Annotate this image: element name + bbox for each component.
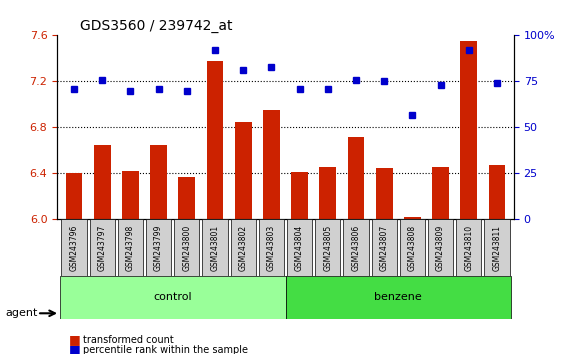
- FancyBboxPatch shape: [146, 219, 171, 276]
- FancyBboxPatch shape: [174, 219, 199, 276]
- Text: GSM243800: GSM243800: [182, 225, 191, 271]
- Text: control: control: [154, 292, 192, 302]
- Text: GSM243802: GSM243802: [239, 225, 248, 271]
- FancyBboxPatch shape: [61, 219, 87, 276]
- FancyBboxPatch shape: [231, 219, 256, 276]
- Bar: [235, 122, 252, 219]
- Bar: [94, 145, 111, 219]
- Text: benzene: benzene: [375, 292, 422, 302]
- Bar: [319, 167, 336, 219]
- FancyBboxPatch shape: [428, 219, 453, 276]
- FancyBboxPatch shape: [60, 276, 286, 319]
- Bar: [150, 145, 167, 219]
- FancyBboxPatch shape: [118, 219, 143, 276]
- Text: agent: agent: [6, 308, 38, 318]
- Bar: [66, 173, 82, 219]
- Text: transformed count: transformed count: [83, 335, 174, 345]
- Text: GSM243803: GSM243803: [267, 225, 276, 271]
- FancyBboxPatch shape: [286, 276, 511, 319]
- FancyBboxPatch shape: [259, 219, 284, 276]
- Text: GSM243810: GSM243810: [464, 225, 473, 271]
- Text: GSM243811: GSM243811: [492, 225, 501, 271]
- Text: GSM243799: GSM243799: [154, 224, 163, 271]
- FancyBboxPatch shape: [484, 219, 510, 276]
- Text: percentile rank within the sample: percentile rank within the sample: [83, 345, 248, 354]
- Text: GSM243806: GSM243806: [352, 225, 360, 271]
- Bar: [291, 172, 308, 219]
- FancyBboxPatch shape: [456, 219, 481, 276]
- Text: GSM243801: GSM243801: [211, 225, 219, 271]
- Text: GSM243809: GSM243809: [436, 225, 445, 271]
- FancyBboxPatch shape: [400, 219, 425, 276]
- Bar: [404, 217, 421, 219]
- Bar: [122, 171, 139, 219]
- FancyBboxPatch shape: [287, 219, 312, 276]
- Text: GSM243797: GSM243797: [98, 224, 107, 271]
- Bar: [207, 61, 223, 219]
- FancyBboxPatch shape: [202, 219, 228, 276]
- Text: GSM243804: GSM243804: [295, 225, 304, 271]
- Bar: [178, 177, 195, 219]
- FancyBboxPatch shape: [343, 219, 369, 276]
- FancyBboxPatch shape: [315, 219, 340, 276]
- Bar: [263, 110, 280, 219]
- FancyBboxPatch shape: [372, 219, 397, 276]
- Text: ■: ■: [69, 333, 81, 346]
- Bar: [348, 137, 364, 219]
- Text: GSM243796: GSM243796: [70, 224, 79, 271]
- Text: GSM243798: GSM243798: [126, 225, 135, 271]
- Bar: [489, 165, 505, 219]
- Text: GSM243807: GSM243807: [380, 225, 389, 271]
- Text: GSM243808: GSM243808: [408, 225, 417, 271]
- Text: GSM243805: GSM243805: [323, 225, 332, 271]
- Text: ■: ■: [69, 343, 81, 354]
- Bar: [432, 167, 449, 219]
- FancyBboxPatch shape: [90, 219, 115, 276]
- Bar: [460, 41, 477, 219]
- Text: GDS3560 / 239742_at: GDS3560 / 239742_at: [80, 19, 232, 33]
- Bar: [376, 168, 393, 219]
